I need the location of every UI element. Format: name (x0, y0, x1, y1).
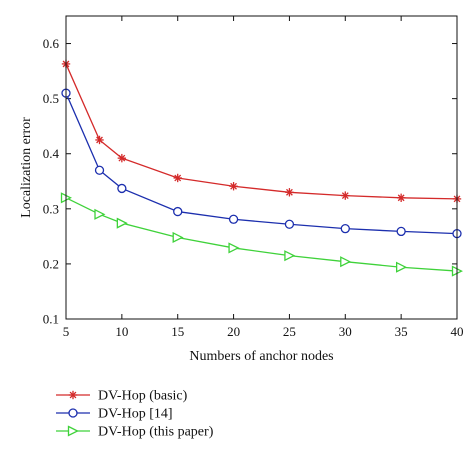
series-2 (60, 192, 463, 277)
y-tick-label: 0.1 (43, 312, 59, 327)
circle-marker (68, 408, 78, 418)
x-tick-label: 40 (451, 324, 464, 339)
legend-item: DV-Hop (this paper) (56, 425, 214, 440)
legend-label: DV-Hop (basic) (98, 389, 188, 404)
x-tick-label: 25 (283, 324, 296, 339)
star-marker (396, 193, 406, 202)
legend-item: DV-Hop [14] (56, 407, 173, 422)
legend: DV-Hop (basic) DV-Hop [14] DV-Hop (this pa… (56, 389, 214, 440)
star-marker (68, 390, 78, 400)
triangle-marker (172, 231, 184, 244)
circle-marker (340, 224, 350, 234)
circle-marker (228, 214, 239, 224)
series-group (60, 59, 463, 277)
star-marker (341, 191, 350, 200)
circle-marker (117, 183, 127, 194)
x-tick-label: 10 (115, 324, 128, 339)
plot-frame (65, 15, 458, 320)
star-marker (229, 182, 238, 191)
series-line (65, 63, 458, 200)
x-tick-label: 20 (227, 324, 240, 339)
y-tick-label: 0.2 (43, 256, 59, 271)
star-marker (285, 188, 294, 197)
circle-marker (396, 226, 406, 237)
y-tick-label: 0.3 (43, 201, 59, 216)
y-axis-label: Localization error (19, 117, 34, 218)
triangle-marker (284, 250, 296, 262)
legend-label: DV-Hop (this paper) (98, 425, 214, 440)
star-marker (95, 135, 104, 145)
x-tick-label: 15 (171, 324, 184, 339)
x-tick-label: 5 (63, 324, 70, 339)
y-tick-label: 0.4 (43, 146, 60, 161)
series-1 (61, 88, 462, 239)
series-line (65, 92, 458, 235)
axis-ticks: 5 10 15 20 25 30 35 40 0.1 0.2 0.3 0.4 0.5 0.6 (43, 16, 464, 339)
circle-marker (94, 165, 105, 175)
y-tick-label: 0.6 (43, 36, 60, 51)
circle-marker (284, 219, 295, 229)
x-tick-label: 30 (339, 324, 352, 339)
triangle-marker (67, 425, 79, 437)
x-axis-label: Numbers of anchor nodes (189, 349, 333, 364)
triangle-marker (395, 261, 408, 273)
triangle-marker (116, 217, 128, 229)
legend-item: DV-Hop (basic) (56, 389, 188, 404)
x-tick-label: 35 (395, 324, 408, 339)
triangle-marker (340, 256, 352, 268)
circle-marker (173, 206, 183, 217)
star-marker (173, 173, 182, 183)
y-tick-label: 0.5 (43, 91, 59, 106)
triangle-marker (94, 208, 106, 220)
star-marker (117, 153, 127, 163)
series-0 (61, 59, 462, 204)
legend-label: DV-Hop [14] (98, 407, 173, 422)
triangle-marker (228, 242, 240, 254)
